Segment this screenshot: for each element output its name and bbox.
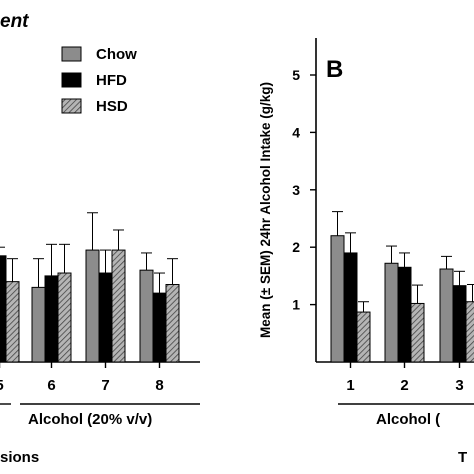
panel-a-title: ent bbox=[0, 11, 29, 32]
bar-hsd bbox=[57, 272, 72, 363]
legend-swatch-chow bbox=[61, 46, 82, 62]
x-tick-label: 6 bbox=[47, 377, 55, 394]
bar-hsd bbox=[465, 301, 474, 363]
y-tick-label: 5 bbox=[292, 67, 300, 83]
x-tick-label: 5 bbox=[0, 377, 4, 394]
legend-swatch-hfd bbox=[61, 72, 82, 88]
bar-chow bbox=[384, 262, 399, 363]
panel-b-group-label: T bbox=[458, 449, 467, 466]
x-tick-label: 2 bbox=[400, 377, 408, 394]
x-tick-label: 7 bbox=[101, 377, 109, 394]
y-tick-label: 4 bbox=[292, 124, 300, 140]
panel-b-xticks: 1 2 3 bbox=[346, 362, 464, 394]
y-tick-label: 2 bbox=[292, 239, 300, 255]
panel-a-bars bbox=[0, 212, 180, 363]
y-tick-label: 3 bbox=[292, 182, 300, 198]
panel-a-group-label: sions bbox=[0, 449, 39, 466]
bar-chow bbox=[85, 249, 100, 363]
x-tick-label: 8 bbox=[155, 377, 163, 394]
panel-a-legend: Chow HFD HSD bbox=[61, 46, 137, 115]
x-tick-label: 3 bbox=[455, 377, 463, 394]
panel-a: ent 5 6 7 8 Chow HFD HSD Alcohol (20% v/v) si… bbox=[0, 11, 200, 466]
bar-hfd bbox=[452, 285, 467, 363]
panel-b-letter: B bbox=[326, 56, 343, 83]
panel-b: B 1 2 3 4 5 1 2 3 Mean (± SEM) 24hr Alcohol In… bbox=[258, 38, 474, 466]
y-tick-label: 1 bbox=[292, 297, 300, 313]
x-tick-label: 1 bbox=[346, 377, 354, 394]
legend-swatch-hsd bbox=[61, 98, 82, 114]
bar-chow bbox=[139, 269, 154, 363]
bar-chow bbox=[31, 286, 46, 363]
bar-hfd bbox=[343, 252, 358, 363]
legend-label: Chow bbox=[96, 46, 137, 63]
bar-hsd bbox=[356, 311, 371, 363]
panel-b-bars bbox=[330, 211, 474, 363]
bar-chow bbox=[330, 235, 345, 363]
panel-a-xticks: 5 6 7 8 bbox=[0, 362, 164, 394]
bar-hfd bbox=[152, 292, 167, 363]
bar-hfd bbox=[397, 266, 412, 363]
panel-b-yticks: 1 2 3 4 5 bbox=[292, 67, 316, 313]
bar-chow bbox=[439, 268, 454, 363]
legend-label: HFD bbox=[96, 72, 127, 89]
bar-hfd bbox=[0, 255, 7, 363]
legend-label: HSD bbox=[96, 98, 128, 115]
bar-hfd bbox=[98, 272, 113, 363]
bar-hfd bbox=[44, 275, 59, 363]
panel-b-xlabel: Alcohol ( bbox=[376, 411, 440, 428]
bar-hsd bbox=[111, 249, 126, 363]
bar-hsd bbox=[410, 302, 425, 363]
bar-hsd bbox=[165, 284, 180, 363]
bar-hsd bbox=[5, 281, 20, 363]
panel-a-xlabel: Alcohol (20% v/v) bbox=[28, 411, 152, 428]
panel-b-ylabel: Mean (± SEM) 24hr Alcohol Intake (g/kg) bbox=[258, 82, 273, 338]
